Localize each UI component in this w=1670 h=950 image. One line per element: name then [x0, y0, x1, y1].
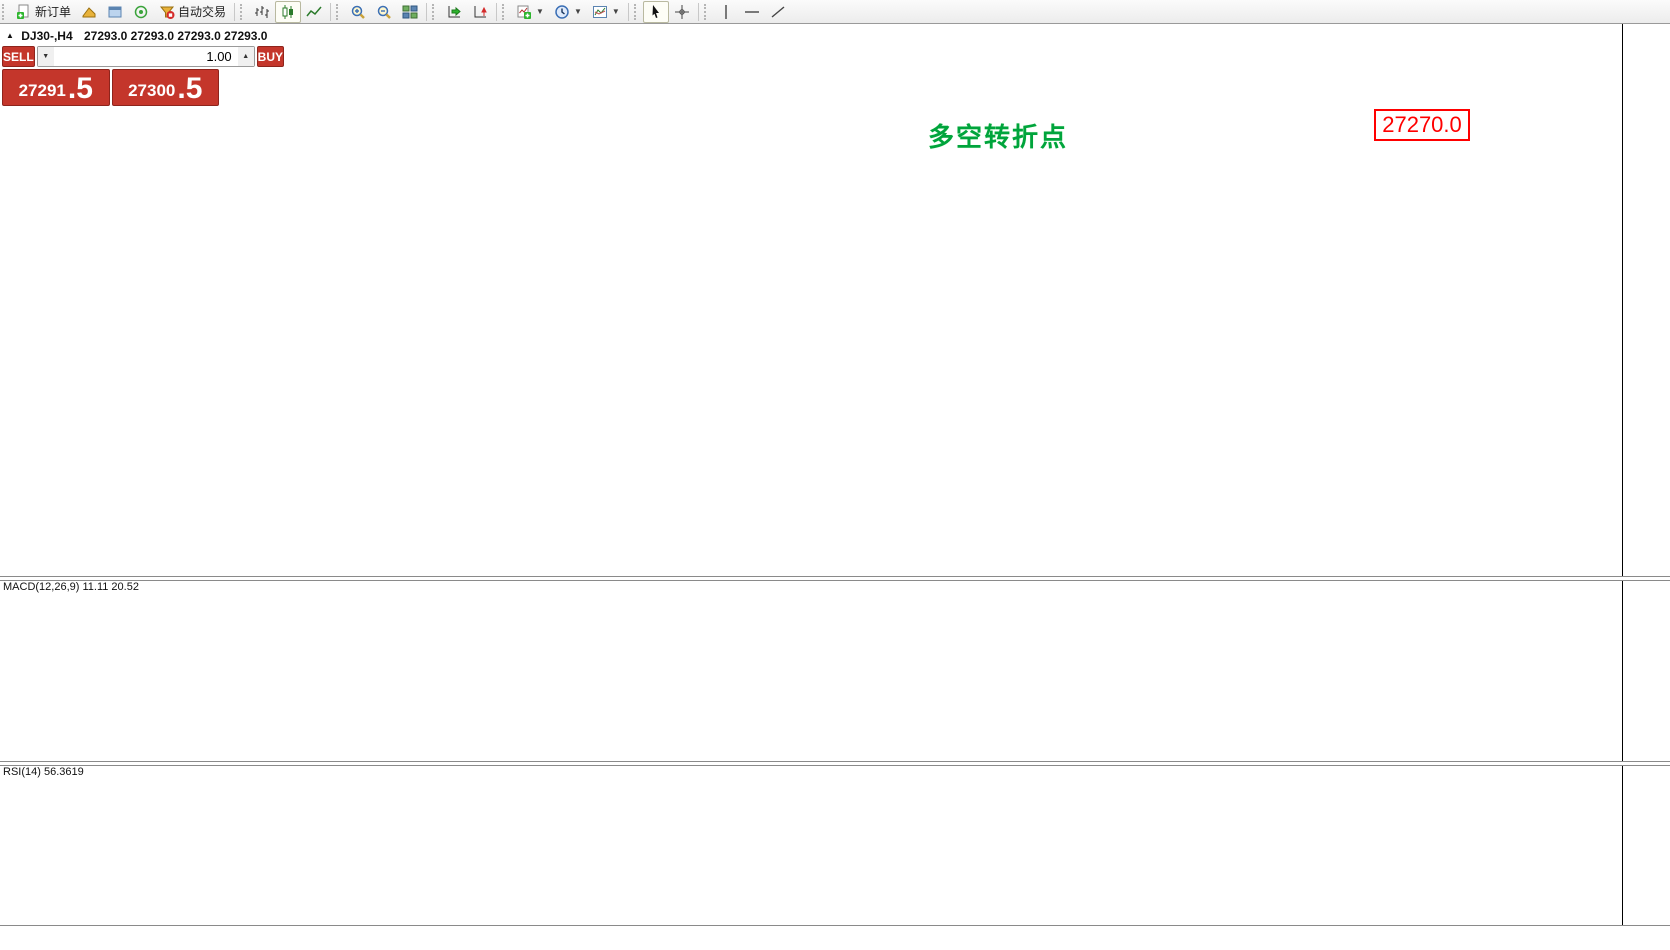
time-axis-line	[0, 925, 1670, 926]
sell-button[interactable]: SELL	[2, 46, 35, 67]
toolbar-grip[interactable]	[2, 3, 9, 20]
buy-price-main: 27300	[128, 81, 176, 100]
template-button[interactable]: ▼	[587, 1, 625, 23]
toolbar-grip[interactable]	[240, 3, 247, 20]
zoom-out-button[interactable]	[371, 1, 397, 23]
volume-spinner: ▼ ▲	[36, 46, 255, 67]
vline-button[interactable]	[713, 1, 739, 23]
terminal-blue-icon	[108, 6, 122, 17]
ohlc-readout: 27293.0 27293.0 27293.0 27293.0	[83, 29, 268, 43]
autotrade-label: 自动交易	[178, 5, 227, 19]
rsi-panel-separator[interactable]	[0, 761, 1670, 766]
hline-icon	[744, 10, 759, 13]
tiles-icon	[402, 5, 418, 18]
shift-icon	[448, 5, 461, 17]
sell-price-button[interactable]: 27291 .5	[2, 69, 110, 106]
toolbar-separator	[234, 2, 236, 21]
vline-icon	[725, 4, 727, 19]
tiles-button[interactable]	[397, 1, 423, 23]
periods-button[interactable]: ▼	[549, 1, 587, 23]
periods-icon	[555, 4, 569, 19]
toolbar-grip[interactable]	[432, 3, 439, 20]
crosshair-icon	[674, 4, 689, 19]
autoscroll-icon	[474, 5, 487, 17]
toolbar-separator	[426, 2, 428, 21]
chart-gold-icon	[82, 6, 96, 17]
toolbar-grip[interactable]	[633, 3, 641, 20]
toolbar-separator	[496, 2, 498, 21]
volume-decrease-button[interactable]: ▼	[37, 47, 54, 66]
autotrade-button[interactable]: 自动交易	[154, 0, 231, 23]
bars-button[interactable]	[249, 1, 275, 23]
indicators-icon	[517, 5, 532, 19]
sell-price-frac: .5	[67, 72, 93, 105]
chevron-down-icon[interactable]: ▼	[536, 7, 544, 16]
autoscroll-button[interactable]	[467, 1, 493, 23]
macd-panel-separator[interactable]	[0, 576, 1670, 581]
buy-button[interactable]: BUY	[256, 46, 285, 67]
new-order-icon	[17, 4, 29, 19]
candles-icon	[282, 4, 294, 19]
crosshair-button[interactable]	[669, 1, 695, 23]
toolbar-grip[interactable]	[502, 3, 509, 20]
cursor-button[interactable]	[642, 0, 669, 23]
hline-button[interactable]	[739, 1, 765, 23]
volume-input[interactable]	[53, 47, 238, 66]
linechart-icon	[306, 6, 322, 16]
bars-icon	[255, 5, 270, 18]
toolbar-grip[interactable]	[336, 3, 343, 20]
zoom-in-button[interactable]	[345, 1, 371, 23]
collapse-panel-icon[interactable]: ▲	[6, 31, 14, 40]
trendline-icon	[771, 5, 785, 18]
cursor-icon	[652, 4, 659, 18]
signal-button[interactable]	[128, 1, 154, 23]
candles-button[interactable]	[275, 0, 302, 23]
toolbar: 新订单 自动交易 ▼ ▼ ▼	[0, 0, 1670, 24]
chevron-down-icon[interactable]: ▼	[611, 7, 620, 16]
price-axis-line	[1622, 24, 1623, 925]
terminal-blue-button[interactable]	[102, 1, 128, 23]
toolbar-grip[interactable]	[703, 3, 711, 20]
volume-increase-button[interactable]: ▲	[237, 47, 254, 66]
buy-price-button[interactable]: 27300 .5	[111, 69, 219, 106]
new-order-label: 新订单	[35, 5, 72, 19]
template-icon	[592, 5, 607, 18]
chart-title: ▲ DJ30-,H4 27293.0 27293.0 27293.0 27293…	[6, 29, 267, 43]
symbol-timeframe: DJ30-,H4	[21, 29, 73, 43]
zoom-in-icon	[351, 5, 365, 19]
chevron-down-icon[interactable]: ▼	[573, 7, 582, 16]
indicators-button[interactable]: ▼	[511, 1, 549, 23]
turning-point-annotation[interactable]: 多空转折点	[928, 122, 1069, 152]
signal-icon	[134, 5, 148, 18]
toolbar-separator	[627, 2, 629, 21]
sell-price-main: 27291	[18, 81, 66, 100]
zoom-out-icon	[377, 5, 391, 19]
new-order-button[interactable]: 新订单	[11, 0, 76, 23]
trendline-button[interactable]	[765, 1, 791, 23]
chart-gold-button[interactable]	[76, 1, 102, 23]
one-click-trading-panel: SELL ▼ ▲ BUY 27291 .5 27300 .5	[2, 46, 285, 107]
rsi-label: RSI(14) 56.3619	[3, 766, 84, 778]
toolbar-separator	[697, 2, 699, 21]
price-callout-27270[interactable]: 27270.0	[1374, 109, 1470, 141]
buy-price-frac: .5	[177, 72, 203, 105]
autotrade-icon	[159, 6, 175, 19]
toolbar-separator	[330, 2, 332, 21]
shift-button[interactable]	[441, 1, 467, 23]
linechart-button[interactable]	[301, 1, 327, 23]
macd-label: MACD(12,26,9) 11.11 20.52	[3, 581, 139, 593]
